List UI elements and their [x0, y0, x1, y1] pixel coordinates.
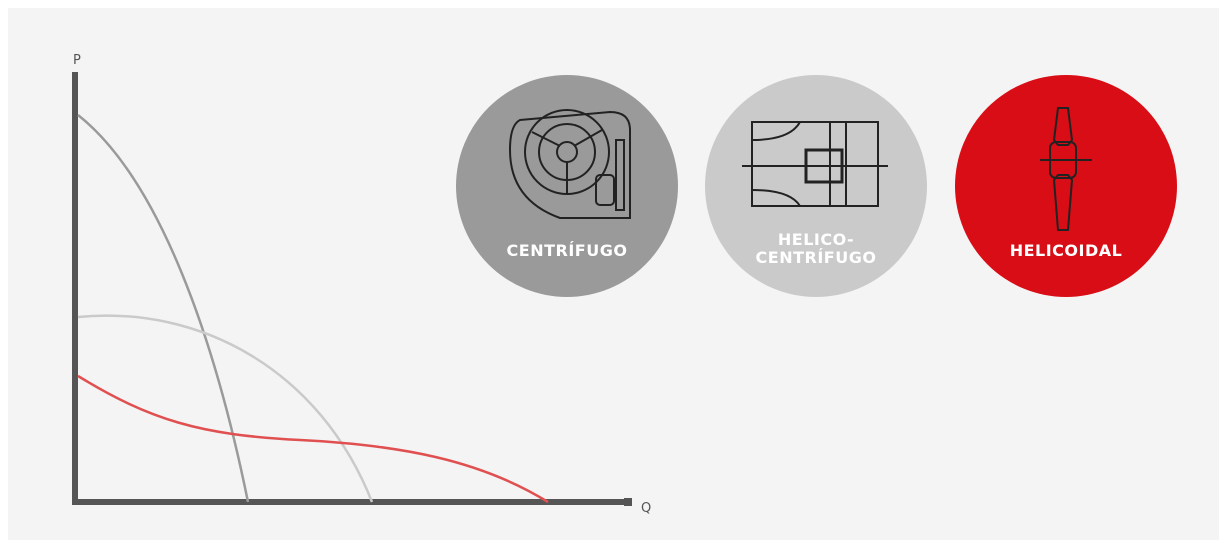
y-axis-label: P	[73, 53, 81, 68]
fan-label: HELICO-	[778, 230, 854, 249]
curve-mixed	[77, 314, 374, 503]
fan-label: CENTRÍFUGO	[507, 241, 628, 260]
axis-end	[624, 498, 632, 506]
icon-axial	[1040, 107, 1092, 231]
fan-circle	[705, 75, 927, 297]
fan-circle	[955, 75, 1177, 297]
curve-centrifugal	[77, 114, 250, 503]
icon-mixed	[742, 121, 888, 207]
curve-axial	[77, 374, 549, 504]
x-axis-label: Q	[641, 501, 651, 516]
icon-centrifugal	[508, 109, 631, 219]
fan-label: HELICOIDAL	[1010, 241, 1123, 260]
fan-label: CENTRÍFUGO	[756, 248, 877, 267]
